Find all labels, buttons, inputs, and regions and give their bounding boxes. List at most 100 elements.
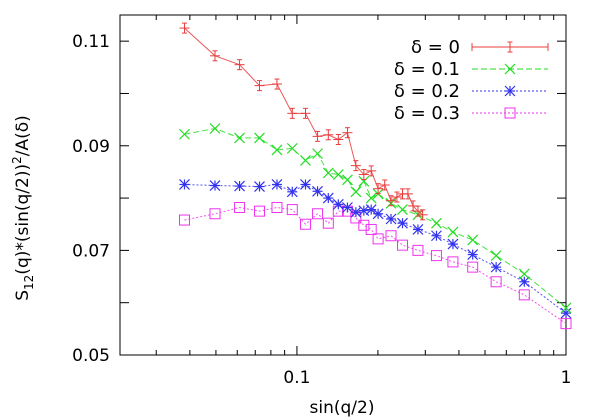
data-point <box>179 179 190 190</box>
data-point <box>300 107 311 119</box>
series-line <box>184 127 567 309</box>
data-point <box>447 238 459 250</box>
legend-label: δ = 0 <box>411 37 460 58</box>
data-point <box>372 233 384 245</box>
legend-marker <box>504 107 516 119</box>
data-point <box>234 180 245 192</box>
x-axis: 0.1 1 <box>155 15 572 388</box>
data-point <box>560 318 572 330</box>
data-point <box>271 201 283 213</box>
legend-label: δ = 0.1 <box>394 59 460 80</box>
data-point <box>179 128 190 140</box>
data-point <box>234 132 245 144</box>
data-point <box>312 130 323 142</box>
x-tick-label: 1 <box>561 368 572 388</box>
data-point <box>447 226 459 238</box>
data-point <box>397 204 408 216</box>
y-axis-label: S12(q)*(sin(q/2))2/A(δ) <box>10 115 36 301</box>
data-point <box>254 181 265 192</box>
y-axis: 0.05 0.07 0.09 0.11 <box>72 32 566 366</box>
data-point <box>365 223 377 235</box>
data-point <box>322 217 334 229</box>
y-tick-label: 0.11 <box>72 32 110 52</box>
data-point <box>366 165 377 177</box>
data-point <box>417 209 428 221</box>
data-point <box>312 208 324 220</box>
data-point <box>518 276 530 288</box>
legend-entry-0 <box>471 41 549 53</box>
data-point <box>333 133 344 145</box>
x-tick-label: 0.1 <box>283 368 310 388</box>
y-axis-label-superscript: 2 <box>10 156 24 164</box>
legend-entry-3 <box>472 107 548 119</box>
legend-entry-2 <box>472 85 548 97</box>
data-point <box>209 50 220 62</box>
y-tick-label: 0.05 <box>72 346 110 366</box>
data-point <box>299 218 311 230</box>
data-point <box>365 192 377 204</box>
series-3 <box>178 201 572 330</box>
series-1 <box>179 123 572 314</box>
legend-label: δ = 0.3 <box>394 103 460 124</box>
data-point <box>447 256 459 268</box>
data-point <box>286 204 298 216</box>
data-point <box>430 250 442 262</box>
legend-marker <box>504 85 516 97</box>
data-point <box>350 186 362 198</box>
data-point <box>560 302 572 314</box>
data-point <box>209 123 221 134</box>
y-tick-label: 0.09 <box>72 137 110 157</box>
data-point <box>385 230 397 242</box>
data-point <box>358 169 369 181</box>
data-point <box>431 230 442 242</box>
data-point <box>467 261 479 273</box>
legend-marker <box>505 41 515 53</box>
data-point <box>323 129 334 141</box>
data-point <box>396 239 408 251</box>
y-axis-label-subscript: 12 <box>22 275 36 290</box>
data-point <box>372 208 384 220</box>
data-point <box>342 174 353 186</box>
data-point <box>271 144 283 156</box>
data-point <box>373 183 384 195</box>
data-point <box>358 175 370 187</box>
data-point <box>402 188 413 200</box>
data-point <box>412 224 424 235</box>
data-point <box>350 160 361 172</box>
data-point <box>518 268 530 280</box>
data-point <box>312 185 323 197</box>
data-point <box>254 205 266 217</box>
data-point <box>322 167 334 179</box>
data-point <box>358 219 370 231</box>
data-point <box>179 22 190 34</box>
data-point <box>234 59 245 71</box>
data-point <box>467 249 479 260</box>
series-line <box>184 206 567 325</box>
data-point <box>342 127 353 139</box>
plot-frame <box>119 14 567 356</box>
data-point <box>234 201 246 213</box>
data-point <box>397 217 408 229</box>
data-point <box>312 148 323 160</box>
plot-border <box>119 14 567 356</box>
data-point <box>287 107 298 119</box>
series-0 <box>179 22 428 221</box>
data-point <box>271 78 282 90</box>
data-point <box>385 213 397 225</box>
data-point <box>271 179 283 190</box>
data-point <box>209 180 221 191</box>
legend-marker <box>504 63 516 75</box>
data-point <box>286 186 298 198</box>
data-point <box>431 217 442 229</box>
legend-entry-1 <box>472 63 548 75</box>
data-point <box>518 289 530 301</box>
y-tick-label: 0.07 <box>72 241 110 261</box>
data-point <box>332 198 344 210</box>
data-point <box>379 179 390 191</box>
legend-label: δ = 0.2 <box>394 81 460 102</box>
data-point <box>397 188 408 200</box>
data-point <box>332 169 344 180</box>
data-point <box>254 80 265 92</box>
data-point <box>322 192 334 204</box>
